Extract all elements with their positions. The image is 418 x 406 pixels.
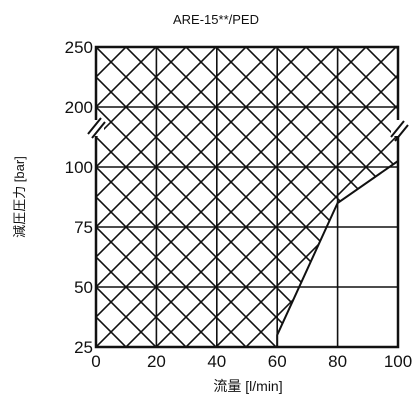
- x-tick-label: 80: [328, 352, 347, 371]
- plot-frame: [94, 45, 400, 349]
- x-tick-label: 40: [207, 352, 226, 371]
- grid: [96, 47, 398, 347]
- x-tick-label: 100: [384, 352, 412, 371]
- y-tick-label: 200: [65, 98, 93, 117]
- x-tick-label: 0: [91, 352, 100, 371]
- x-tick-label: 60: [268, 352, 287, 371]
- y-axis-label: 減圧圧力 [bar]: [12, 156, 27, 238]
- y-tick-label: 100: [65, 158, 93, 177]
- y-tick-label: 50: [74, 278, 93, 297]
- y-tick-label: 75: [74, 218, 93, 237]
- y-tick-label: 250: [65, 38, 93, 57]
- operating-region: [96, 47, 398, 347]
- chart-title: ARE-15**/PED: [173, 12, 259, 27]
- y-tick-label: 25: [74, 338, 93, 357]
- axis-break-marks: [87, 117, 409, 142]
- boundary-line: [276, 160, 398, 347]
- x-axis-label: 流量 [l/min]: [213, 378, 282, 394]
- x-tick-label: 20: [147, 352, 166, 371]
